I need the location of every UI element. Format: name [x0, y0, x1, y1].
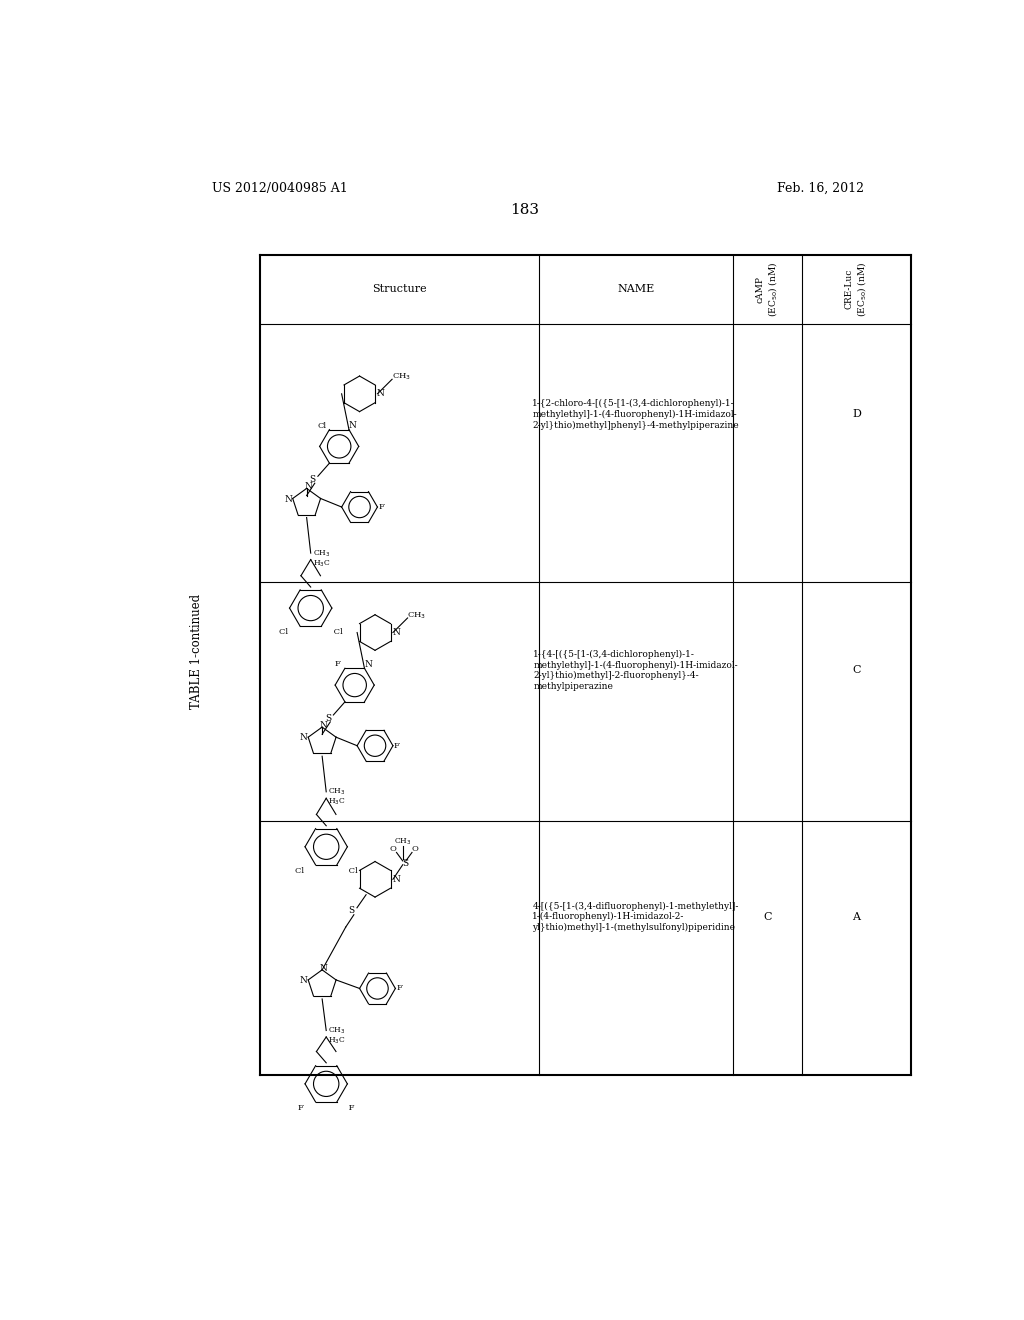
- Text: F: F: [379, 503, 384, 511]
- Text: F: F: [346, 1105, 354, 1113]
- Text: CH$_3$: CH$_3$: [329, 1026, 346, 1036]
- Text: Structure: Structure: [372, 284, 427, 294]
- Text: 4-[({5-[1-(3,4-difluorophenyl)-1-methylethyl]-
1-(4-fluorophenyl)-1H-imidazol-2-: 4-[({5-[1-(3,4-difluorophenyl)-1-methyle…: [532, 902, 738, 932]
- Text: N: N: [304, 482, 312, 491]
- Text: CH$_3$: CH$_3$: [394, 837, 412, 847]
- Text: O: O: [390, 845, 397, 853]
- Text: N: N: [285, 495, 292, 504]
- Text: N: N: [300, 975, 307, 985]
- Text: NAME: NAME: [617, 284, 654, 294]
- Text: N: N: [319, 964, 328, 973]
- Text: F: F: [298, 1105, 306, 1113]
- Text: N: N: [392, 628, 400, 638]
- Text: CH$_3$: CH$_3$: [329, 787, 346, 797]
- Text: N: N: [365, 660, 373, 669]
- Text: S: S: [402, 859, 409, 867]
- Text: Cl: Cl: [280, 628, 291, 636]
- Text: Cl: Cl: [346, 867, 357, 875]
- Text: A: A: [853, 912, 860, 921]
- Text: F: F: [396, 985, 402, 993]
- Text: 183: 183: [510, 203, 540, 216]
- Text: C: C: [852, 665, 861, 676]
- Text: Cl: Cl: [331, 628, 342, 636]
- Text: CH$_3$: CH$_3$: [392, 372, 411, 383]
- Text: N: N: [300, 734, 307, 742]
- Text: CRE-Luc
(EC$_{50}$) (nM): CRE-Luc (EC$_{50}$) (nM): [845, 261, 868, 317]
- Text: Cl: Cl: [317, 421, 327, 430]
- Text: CH$_3$: CH$_3$: [408, 610, 426, 620]
- Text: Cl: Cl: [295, 867, 306, 875]
- Text: cAMP
(EC$_{50}$) (nM): cAMP (EC$_{50}$) (nM): [756, 261, 779, 317]
- Text: F: F: [334, 660, 340, 668]
- Text: Feb. 16, 2012: Feb. 16, 2012: [777, 182, 864, 194]
- Text: C: C: [763, 912, 772, 921]
- Text: H$_3$C: H$_3$C: [329, 797, 346, 808]
- Text: H$_3$C: H$_3$C: [312, 558, 331, 569]
- Text: D: D: [852, 409, 861, 420]
- Text: N: N: [319, 721, 328, 730]
- Text: US 2012/0040985 A1: US 2012/0040985 A1: [212, 182, 347, 194]
- Text: H$_3$C: H$_3$C: [329, 1036, 346, 1045]
- Text: F: F: [394, 742, 399, 750]
- Text: CH$_3$: CH$_3$: [312, 548, 331, 558]
- Text: TABLE 1-continued: TABLE 1-continued: [189, 594, 203, 709]
- Text: N: N: [377, 389, 384, 399]
- Text: N: N: [392, 875, 400, 884]
- Text: S: S: [309, 475, 315, 484]
- Text: O: O: [412, 845, 419, 853]
- Text: N: N: [349, 421, 356, 430]
- Text: 1-{4-[({5-[1-(3,4-dichlorophenyl)-1-
methylethyl]-1-(4-fluorophenyl)-1H-imidazol: 1-{4-[({5-[1-(3,4-dichlorophenyl)-1- met…: [534, 651, 738, 690]
- Text: S: S: [348, 907, 354, 915]
- Text: 1-{2-chloro-4-[({5-[1-(3,4-dichlorophenyl)-1-
methylethyl]-1-(4-fluorophenyl)-1H: 1-{2-chloro-4-[({5-[1-(3,4-dichloropheny…: [532, 400, 739, 429]
- Text: S: S: [325, 714, 331, 722]
